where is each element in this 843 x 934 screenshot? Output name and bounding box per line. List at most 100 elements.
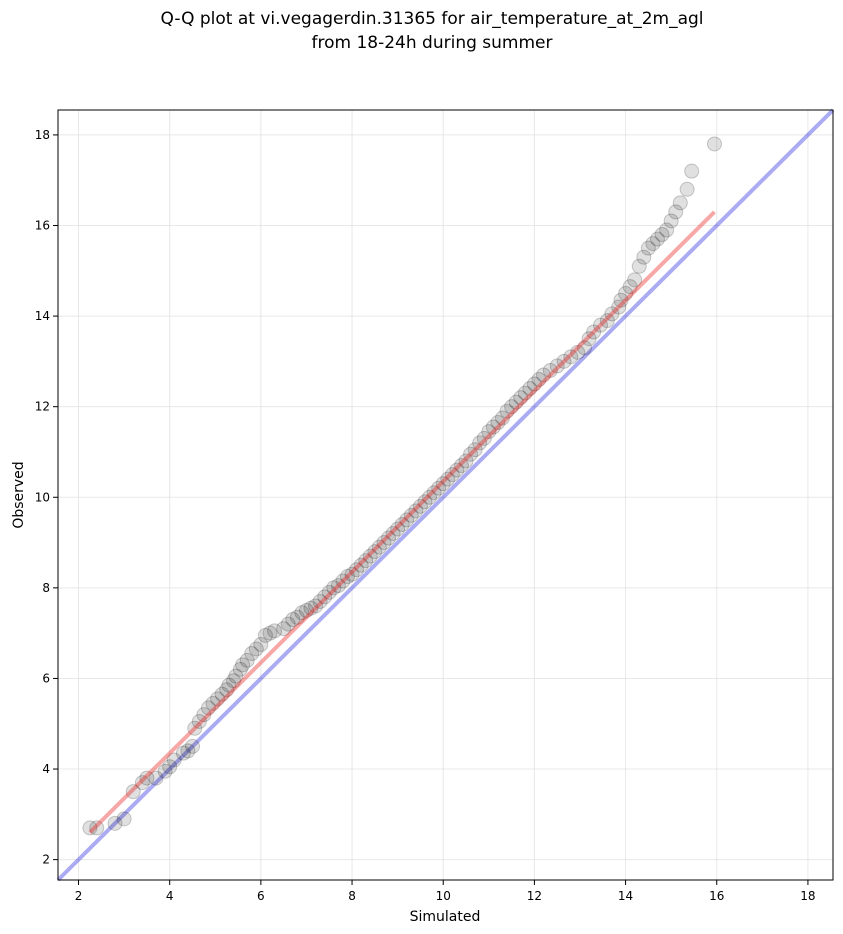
x-tick-label: 10 [436,889,451,903]
data-point [613,292,629,308]
y-tick-label: 12 [35,400,50,414]
data-point [116,811,132,827]
data-point [232,661,248,677]
data-point [344,566,360,582]
data-point [298,603,314,618]
data-point [175,745,191,761]
data-point [390,521,406,537]
data-point [125,784,141,800]
data-point [219,682,235,698]
data-point [276,621,292,637]
data-point [556,353,572,369]
data-point [467,442,483,458]
data-point [431,480,447,496]
data-point [499,403,515,419]
data-point [481,424,497,440]
data-point [308,598,324,614]
data-point [244,646,260,662]
data-point [631,258,647,274]
data-point [672,195,688,211]
data-point [542,362,558,378]
data-point [526,376,542,392]
data-point [235,657,251,673]
data-point [257,627,273,643]
data-point [303,600,319,616]
data-point [654,227,670,243]
x-axis-ticks: 2 4 6 8 10 12 14 16 18 [75,880,816,903]
data-point [239,652,255,668]
data-point [253,636,269,652]
data-point [82,820,98,836]
data-point [358,553,374,569]
data-point [180,743,196,759]
fit-line-group [88,210,716,834]
y-tick-label: 2 [42,853,50,867]
y-tick-label: 6 [42,671,50,685]
data-point [412,498,428,514]
data-point [604,306,620,322]
data-point [586,324,602,340]
data-point [663,213,679,229]
data-point [618,285,634,301]
data-point [440,471,456,487]
data-point [339,569,355,585]
data-point [353,557,369,573]
data-point [248,641,264,657]
data-point [210,691,226,707]
data-point [593,317,608,333]
reference-line-group [56,108,835,882]
y-tick-label: 4 [42,762,50,776]
data-point [408,503,424,519]
y-axis-ticks: 2 4 6 8 10 12 14 16 18 [35,128,58,867]
data-point [706,136,722,152]
data-point [321,584,337,600]
x-tick-label: 12 [527,889,542,903]
reference-line [56,108,835,882]
data-point [184,738,200,754]
data-point [463,446,479,462]
data-point [228,668,244,684]
data-point [504,399,520,415]
data-point [166,752,182,768]
data-point [472,435,488,451]
data-point [640,240,656,256]
data-point [326,580,342,596]
data-point [636,249,652,265]
x-tick-label: 16 [709,889,724,903]
data-point [422,489,438,505]
data-point [312,593,328,609]
data-point [221,677,237,693]
data-point [522,381,538,397]
data-point [645,236,661,252]
data-point [563,349,579,365]
data-point [508,394,524,410]
y-tick-label: 8 [42,581,50,595]
data-point [399,512,415,528]
data-point [549,358,565,374]
x-tick-label: 6 [257,889,265,903]
y-tick-label: 10 [35,490,50,504]
data-point [536,367,552,383]
data-point [289,609,305,625]
chart-title-line-1: Q-Q plot at vi.vegagerdin.31365 for air_… [160,9,703,29]
data-point [403,507,419,523]
x-tick-label: 4 [166,889,174,903]
data-point [107,815,123,831]
data-point [513,390,529,406]
data-point [330,578,346,594]
data-point [449,462,465,478]
y-tick-label: 14 [35,309,50,323]
x-axis-label: Simulated [410,909,481,925]
data-point [577,340,593,356]
data-point [381,530,397,546]
data-point [490,415,506,431]
data-point [317,589,333,605]
data-point [453,458,469,474]
data-point [649,231,665,247]
x-tick-label: 8 [348,889,356,903]
data-point [627,272,643,288]
data-point [679,181,695,197]
data-point [684,163,700,179]
grid-lines [58,110,833,880]
